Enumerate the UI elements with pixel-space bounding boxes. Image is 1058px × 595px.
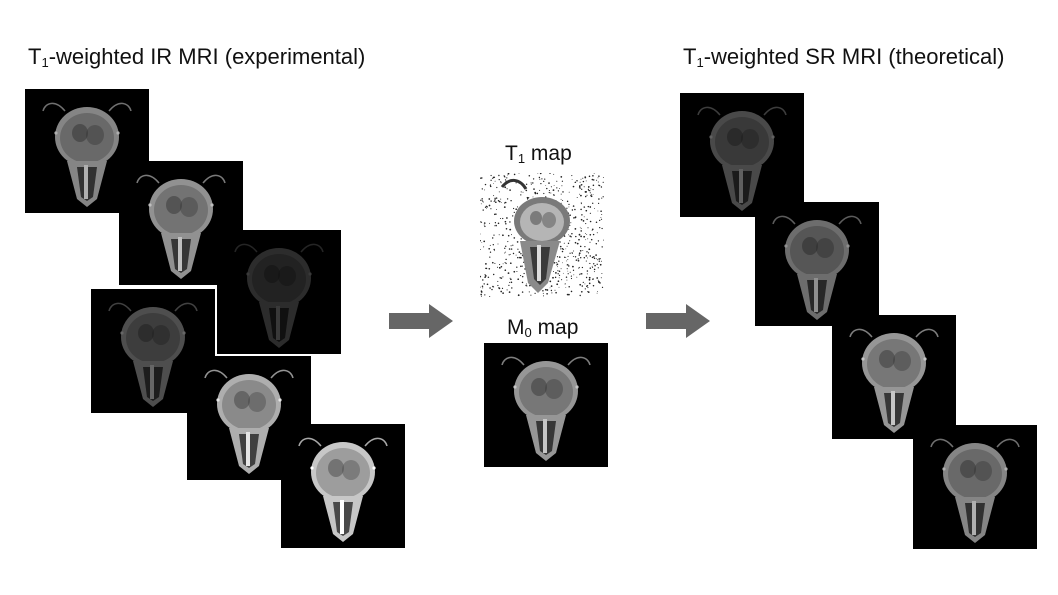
ir-mri-image (217, 230, 341, 354)
ir-mri-image (25, 89, 149, 213)
experimental-title: T1-weighted IR MRI (experimental) (28, 44, 366, 70)
t1-map-image (480, 173, 604, 297)
ir-mri-image (187, 356, 311, 480)
ir-mri-image (281, 424, 405, 548)
m0-map-label: M0 map (507, 316, 579, 340)
sr-mri-image (832, 315, 956, 439)
t1-map-label: T1 map (505, 142, 572, 166)
sr-mri-image (913, 425, 1037, 549)
arrow-right-icon (646, 304, 710, 338)
theoretical-title: T1-weighted SR MRI (theoretical) (683, 44, 1005, 70)
ir-mri-image (89, 287, 217, 415)
sr-mri-image (755, 202, 879, 326)
arrow-right-icon (389, 304, 453, 338)
sr-mri-image (680, 93, 804, 217)
m0-map-image (484, 343, 608, 467)
